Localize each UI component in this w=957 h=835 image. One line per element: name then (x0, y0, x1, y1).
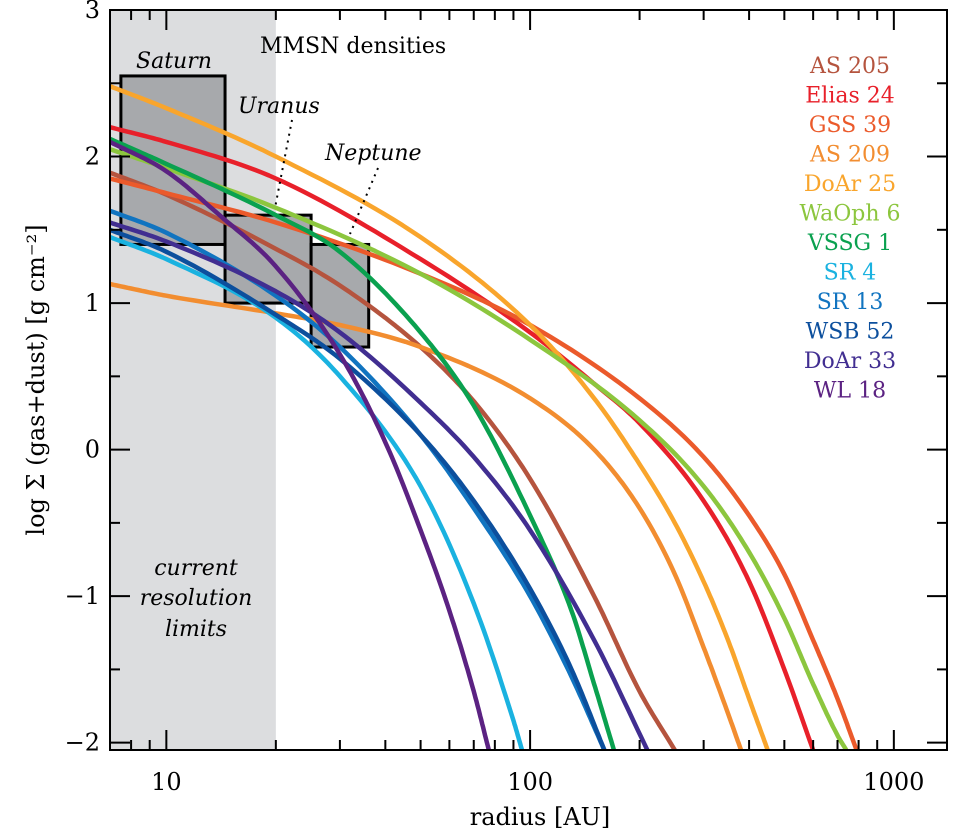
series-as-205 (110, 170, 677, 750)
resolution-label-3: limits (165, 617, 227, 642)
legend-entry: WSB 52 (806, 320, 895, 345)
legend: AS 205 Elias 24 GSS 39 AS 209 DoAr 25 WaOph 6… (799, 54, 900, 404)
series-as-209 (110, 281, 744, 750)
legend-entry: AS 205 (809, 54, 890, 79)
y-tick-label: 3 (85, 0, 100, 24)
legend-entry: VSSG 1 (807, 231, 892, 256)
series-doar-25 (110, 84, 770, 750)
series-waoph-6 (110, 147, 849, 750)
legend-entry: SR 4 (824, 261, 877, 286)
legend-entry: GSS 39 (809, 113, 891, 138)
series-gss-39 (110, 176, 859, 750)
legend-entry: Elias 24 (805, 84, 895, 109)
legend-entry: AS 209 (809, 143, 890, 168)
resolution-label-2: resolution (140, 586, 253, 611)
y-tick-label: 2 (85, 143, 100, 171)
y-tick-label: 0 (85, 436, 100, 464)
series-wl-18 (110, 139, 491, 750)
legend-entry: WL 18 (814, 379, 886, 404)
plot-frame (109, 9, 948, 751)
series-wsb-52 (110, 227, 607, 750)
legend-entry: DoAr 25 (804, 172, 896, 197)
legend-entry: SR 13 (817, 290, 884, 315)
y-tick-label: −2 (65, 729, 100, 757)
label-uranus: Uranus (238, 94, 320, 119)
x-tick-label: 1000 (863, 768, 924, 796)
y-axis-title: log Σ (gas+dust) [g cm⁻²] (22, 224, 50, 535)
label-neptune: Neptune (324, 141, 422, 166)
neptune-leader (349, 167, 379, 235)
y-tick-label: −1 (65, 582, 100, 610)
series-layer (110, 84, 859, 750)
legend-entry: DoAr 33 (804, 349, 896, 374)
x-tick-label: 10 (151, 768, 182, 796)
uranus-leader (274, 119, 293, 209)
y-tick-label: 1 (85, 289, 100, 317)
mmsn-title: MMSN densities (260, 34, 446, 59)
legend-entry: WaOph 6 (799, 202, 900, 227)
series-doar-33 (110, 220, 650, 750)
series-vssg-1 (110, 136, 617, 750)
series-sr-4 (110, 235, 525, 750)
x-axis-title: radius [AU] (470, 803, 611, 831)
label-saturn: Saturn (136, 49, 212, 74)
x-tick-label: 100 (507, 768, 553, 796)
resolution-label-1: current (154, 556, 238, 581)
